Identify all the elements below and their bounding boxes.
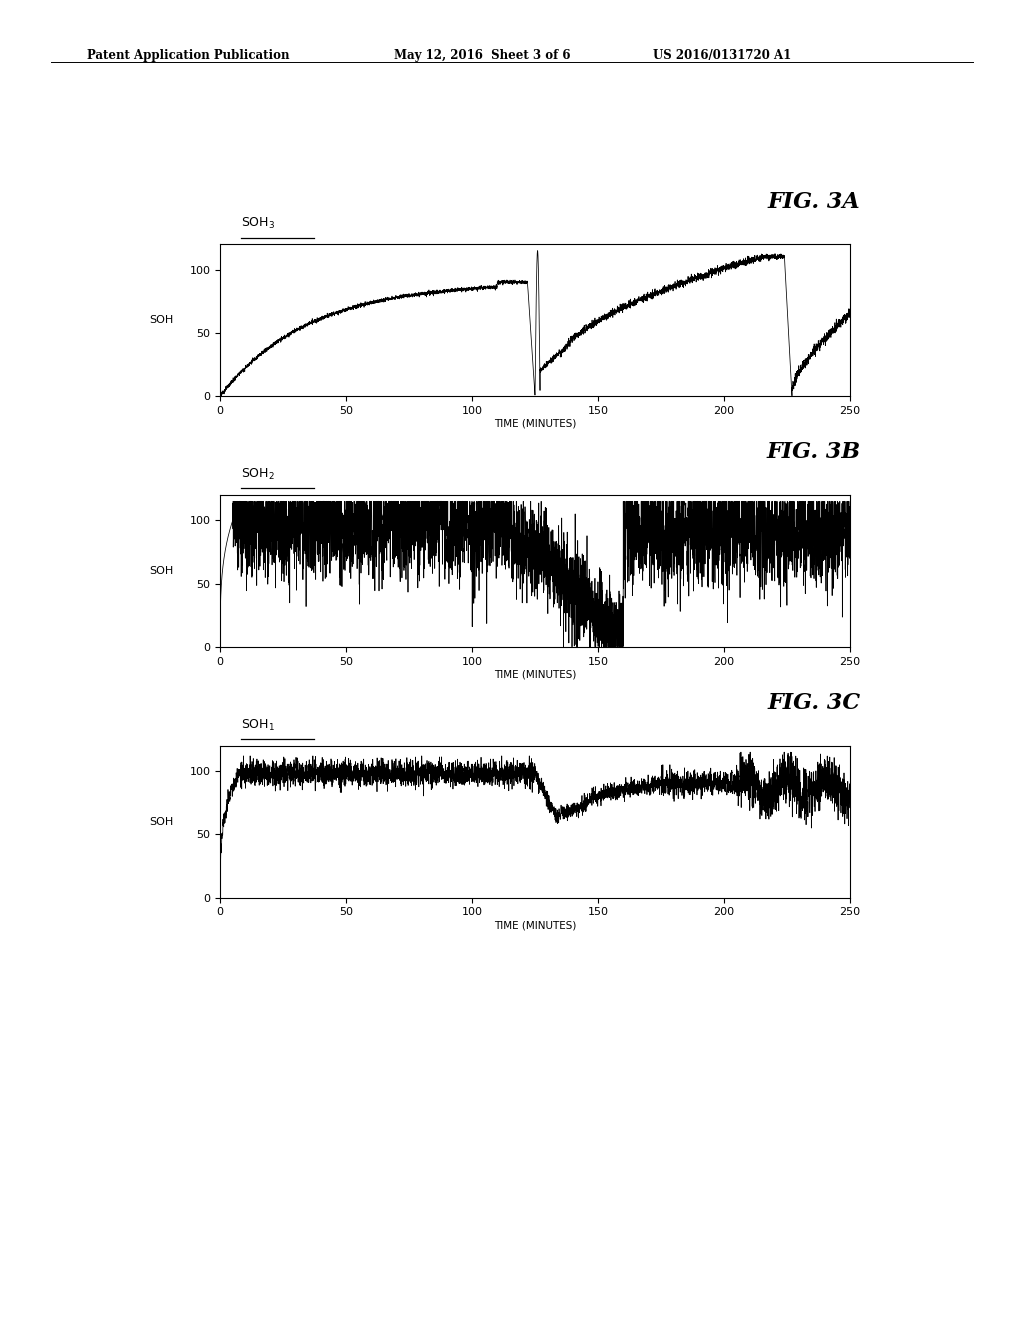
- Y-axis label: SOH: SOH: [150, 566, 174, 576]
- Text: FIG. 3A: FIG. 3A: [768, 190, 860, 213]
- Y-axis label: SOH: SOH: [150, 817, 174, 826]
- Text: Patent Application Publication: Patent Application Publication: [87, 49, 290, 62]
- Text: May 12, 2016  Sheet 3 of 6: May 12, 2016 Sheet 3 of 6: [394, 49, 570, 62]
- Text: SOH$_3$: SOH$_3$: [241, 216, 274, 231]
- X-axis label: TIME (MINUTES): TIME (MINUTES): [494, 669, 577, 680]
- Text: SOH$_1$: SOH$_1$: [241, 718, 274, 733]
- Text: US 2016/0131720 A1: US 2016/0131720 A1: [653, 49, 792, 62]
- Y-axis label: SOH: SOH: [150, 315, 174, 325]
- Text: SOH$_2$: SOH$_2$: [241, 467, 274, 482]
- Text: FIG. 3C: FIG. 3C: [767, 692, 860, 714]
- X-axis label: TIME (MINUTES): TIME (MINUTES): [494, 418, 577, 429]
- Text: FIG. 3B: FIG. 3B: [766, 441, 860, 463]
- X-axis label: TIME (MINUTES): TIME (MINUTES): [494, 920, 577, 931]
